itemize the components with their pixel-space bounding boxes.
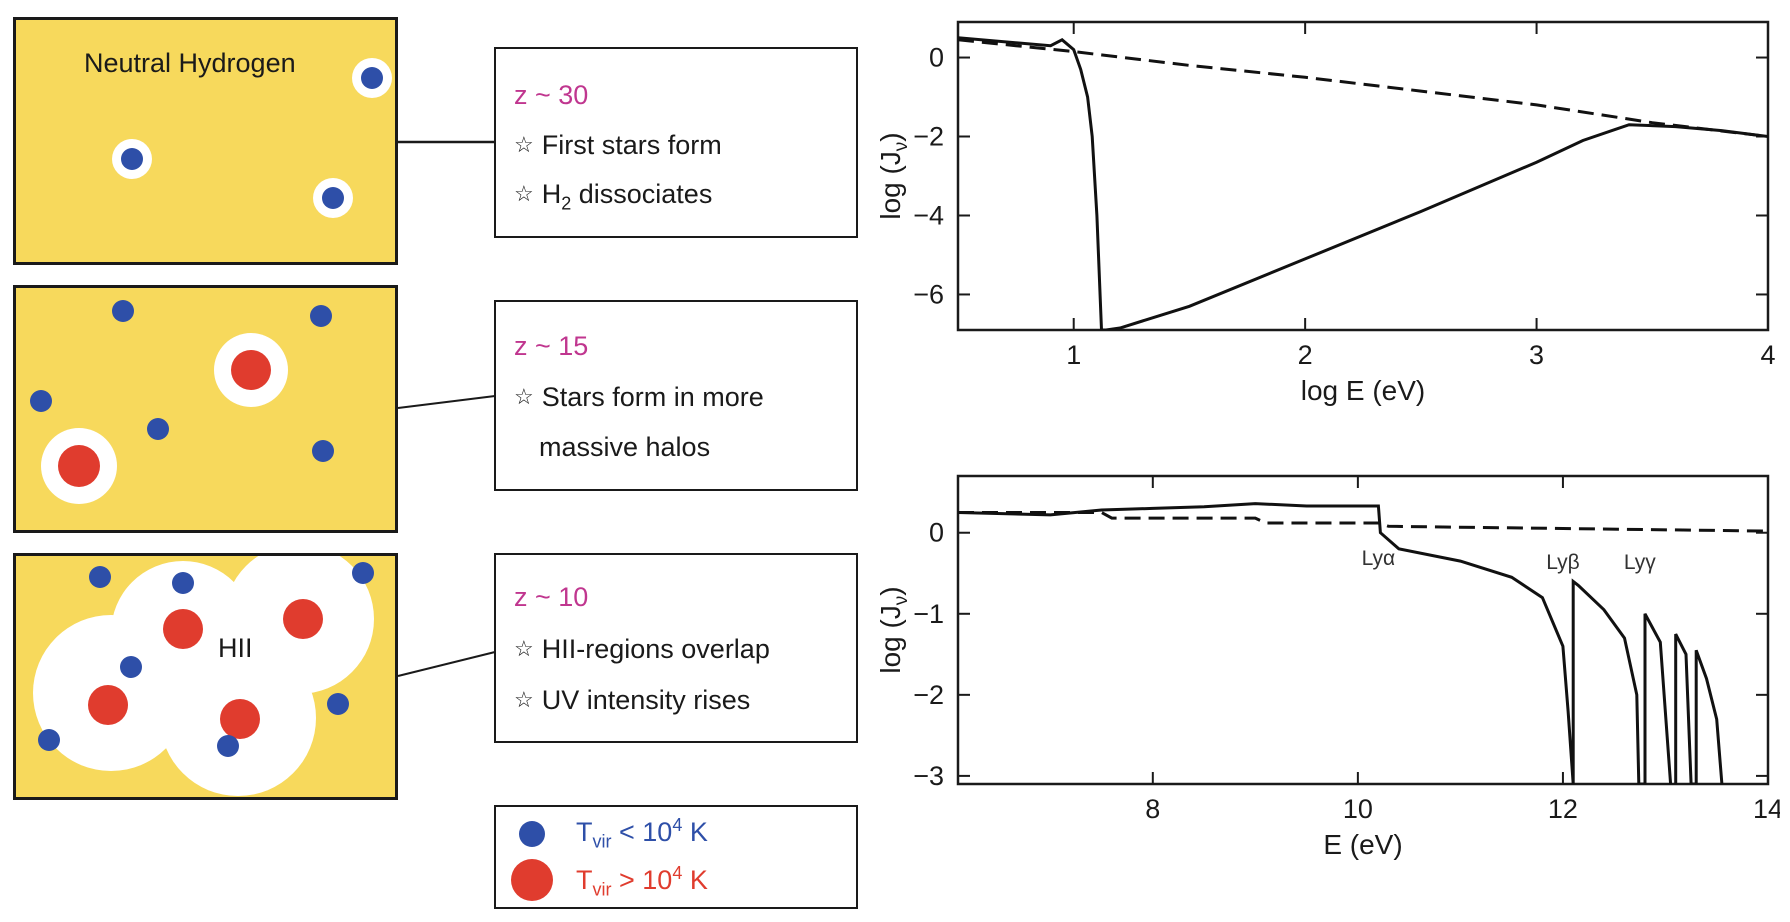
small-halo [121,148,143,170]
x-tick-label: 3 [1529,340,1544,370]
small-halo [38,729,60,751]
stage-box-z30: z ~ 30 ☆ First stars form ☆ H2 dissociates [494,47,858,238]
x-axis-label: E (eV) [1323,829,1402,860]
star-icon: ☆ [514,636,534,661]
large-halo [58,445,100,487]
solid-series-line [958,502,1673,784]
legend-box: Tvir < 104 K Tvir > 104 K [494,805,858,909]
y-axis-label: log (Jν) [875,132,912,219]
small-halo [322,187,344,209]
plot-frame [956,474,1770,786]
small-halo [361,67,383,89]
stage-box-z15: z ~ 15 ☆ Stars form in more massive halos [494,300,858,491]
large-halo [231,350,271,390]
panel-2-halos [30,300,334,504]
x-tick-label: 14 [1753,794,1780,824]
x-tick-label: 8 [1145,794,1160,824]
x-axis-label: log E (eV) [1301,375,1426,406]
connector-lines [397,140,496,677]
x-tick-label: 12 [1548,794,1578,824]
solid-series-line [1674,633,1724,784]
dashed-series-line [958,38,1768,138]
large-halo [283,599,323,639]
star-icon: ☆ [514,384,534,409]
lyman-line-annotation: Lyα [1362,547,1396,570]
stage-box-z10: z ~ 10 ☆ HII-regions overlap ☆ UV intensit… [494,553,858,743]
star-icon: ☆ [514,132,534,157]
bullet-item: ☆ Stars form in more [514,382,764,412]
x-tick-label: 2 [1298,340,1313,370]
small-halo [217,735,239,757]
y-tick-label: −6 [913,279,944,309]
large-halo [88,685,128,725]
small-halo [312,440,334,462]
star-icon: ☆ [514,687,534,712]
legend-item-large-halo: Tvir > 104 K [576,863,708,900]
lyman-line-annotation: Lyγ [1624,551,1656,574]
connector-line [397,395,496,409]
small-halo [120,656,142,678]
panel-3-halos [33,556,374,796]
panel-label: Neutral Hydrogen [84,48,296,78]
x-tick-label: 10 [1343,794,1373,824]
legend-item-small-halo: Tvir < 104 K [576,815,708,852]
panel-label: HII [218,633,253,663]
bullet-item: massive halos [539,432,711,462]
y-tick-label: −2 [913,122,944,152]
lyman-line-annotation: Lyβ [1546,551,1579,574]
small-halo [89,566,111,588]
plot-frame [956,20,1770,332]
y-tick-label: 0 [929,43,944,73]
redshift-label: z ~ 15 [514,331,589,361]
small-halo [310,305,332,327]
x-tick-label: 1 [1066,340,1081,370]
bullet-item: ☆ First stars form [514,130,722,160]
panel-hii: HII [13,553,398,800]
y-tick-label: 0 [929,518,944,548]
panel-z15 [13,285,398,533]
small-halo [112,300,134,322]
y-tick-label: −2 [913,680,944,710]
panel-neutral-hydrogen: Neutral Hydrogen [13,17,398,265]
y-tick-label: −3 [913,761,944,791]
dashed-series-line [958,511,1768,533]
solid-series-line [958,36,1768,330]
small-halo [147,418,169,440]
redshift-label: z ~ 30 [514,80,589,110]
small-halo [30,390,52,412]
small-halo [352,562,374,584]
large-halo-legend-icon [511,859,553,901]
small-halo-legend-icon [519,821,545,847]
spectrum-chart-energy: 8 10 12 14 0 −1 −2 −3 E (eV) log (Jν) Lyα Lyβ Lyγ [875,474,1780,860]
small-halo [327,693,349,715]
x-tick-label: 4 [1760,340,1775,370]
spectrum-chart-log-energy: 1 2 3 4 0 −2 −4 −6 log E (eV) log (Jν) [875,20,1776,406]
bullet-item: ☆ UV intensity rises [514,685,751,715]
bullet-item: ☆ HII-regions overlap [514,634,770,664]
small-halo [172,572,194,594]
large-halo [163,609,203,649]
y-axis-label: log (Jν) [875,586,912,673]
y-tick-label: −1 [913,599,944,629]
connector-line [397,651,496,677]
redshift-label: z ~ 10 [514,582,589,612]
y-tick-label: −4 [913,200,944,230]
large-halo [220,699,260,739]
legend-swatches [511,821,553,901]
bullet-item: ☆ H2 dissociates [514,179,713,214]
panel-1-halos [112,58,392,218]
star-icon: ☆ [514,181,534,206]
